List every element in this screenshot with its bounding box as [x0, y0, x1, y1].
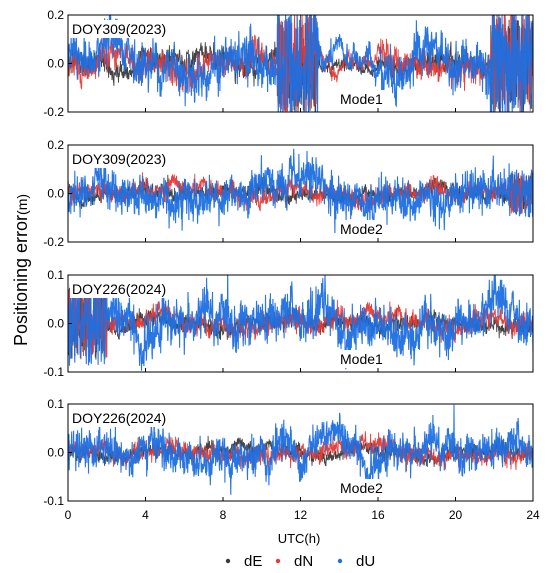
panel-label-bg — [70, 150, 169, 168]
series-dU-trace — [68, 275, 533, 371]
y-tick-label: 0.1 — [47, 268, 64, 282]
mode-label: Mode2 — [340, 221, 383, 237]
x-tick-label: 8 — [220, 508, 227, 522]
y-tick-label: 0.2 — [47, 138, 64, 152]
panel-label-bg — [70, 280, 169, 298]
series-dU-trace — [68, 148, 533, 234]
x-tick-label: 16 — [371, 508, 385, 522]
panel-1: 0.2 0.0 -0.2 DOY309(2023) Mode1 — [43, 8, 534, 119]
legend-label-dE: dE — [244, 553, 262, 570]
y-tick-label: -0.1 — [43, 365, 64, 379]
x-tick-label: 12 — [294, 508, 308, 522]
x-tick-label: 24 — [526, 508, 540, 522]
legend-marker-dE — [225, 558, 231, 564]
x-tick-labels: 0 4 8 12 16 20 24 — [65, 508, 540, 522]
x-tick-label: 4 — [142, 508, 149, 522]
y-tick-label: -0.2 — [43, 105, 64, 119]
panel-date-label: DOY226(2024) — [72, 410, 166, 426]
mode-label: Mode2 — [340, 480, 383, 496]
mode-label: Mode1 — [340, 91, 383, 107]
mode-label-bg — [338, 479, 386, 497]
series-dU-trace — [68, 404, 533, 495]
panel-label-bg — [70, 20, 169, 38]
mode-label-bg — [338, 350, 386, 368]
panel-4-data — [68, 404, 533, 495]
y-tick-label: 0.1 — [47, 397, 64, 411]
y-tick-label: 0.0 — [47, 57, 64, 71]
panel-label-bg — [70, 409, 169, 427]
series-dU-trace — [68, 15, 533, 112]
mode-label-bg — [338, 90, 386, 108]
x-axis-title: UTC(h) — [278, 531, 321, 546]
panel-4: 0.1 0.0 -0.1 DOY226(2024) Mode2 — [43, 397, 534, 508]
x-tick-label: 20 — [449, 508, 463, 522]
y-tick-label: -0.2 — [43, 235, 64, 249]
y-axis-title: Positioning error(m) — [11, 194, 31, 346]
legend-marker-dN — [275, 558, 281, 564]
panels: 0.2 0.0 -0.2 DOY309(2023) Mode1 0.2 0.0 -0.2 DOY… — [43, 8, 534, 508]
panel-date-label: DOY226(2024) — [72, 281, 166, 297]
y-tick-label: 0.0 — [47, 187, 64, 201]
panel-date-label: DOY309(2023) — [72, 151, 166, 167]
legend-label-dU: dU — [356, 553, 375, 570]
panel-2-data — [68, 148, 533, 234]
y-tick-label: 0.2 — [47, 8, 64, 22]
panel-1-data — [68, 15, 533, 112]
y-tick-label: 0.0 — [47, 446, 64, 460]
y-tick-label: -0.1 — [43, 494, 64, 508]
mode-label-bg — [338, 220, 386, 238]
y-tick-label: 0.0 — [47, 317, 64, 331]
panel-3-data — [68, 275, 533, 371]
legend-marker-dU — [337, 558, 343, 564]
panel-2: 0.2 0.0 -0.2 DOY309(2023) Mode2 — [43, 138, 534, 249]
x-tick-label: 0 — [65, 508, 72, 522]
legend-label-dN: dN — [294, 553, 313, 570]
panel-date-label: DOY309(2023) — [72, 21, 166, 37]
mode-label: Mode1 — [340, 351, 383, 367]
panel-3: 0.1 0.0 -0.1 DOY226(2024) Mode1 — [43, 268, 534, 379]
legend: dE dN dU — [225, 553, 375, 570]
